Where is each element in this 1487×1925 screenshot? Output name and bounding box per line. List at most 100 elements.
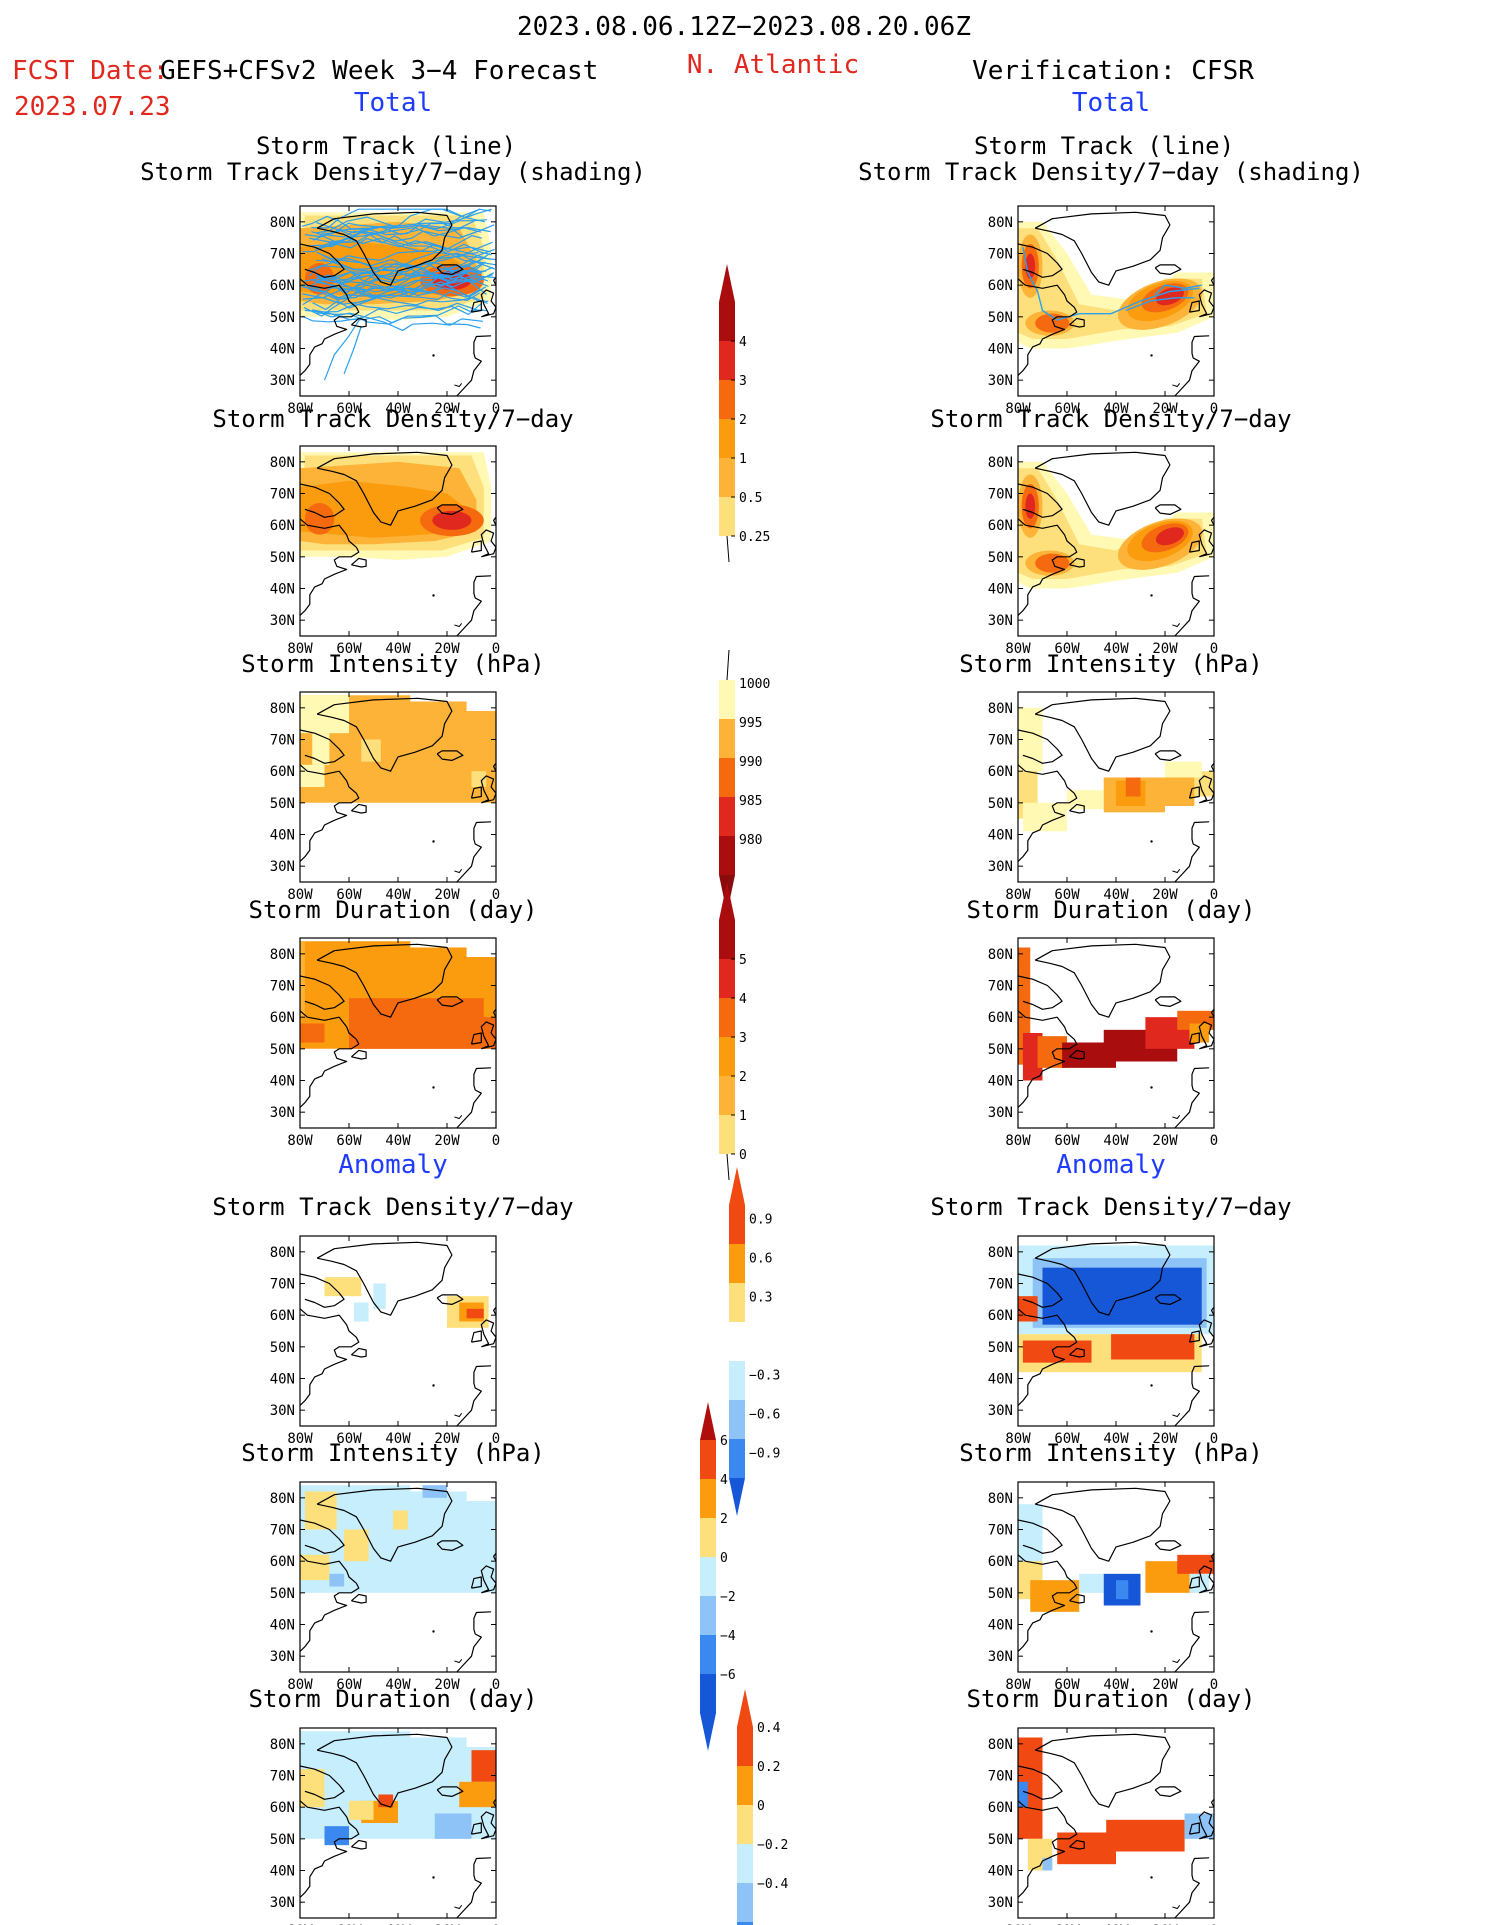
lat-tick-label: 60N bbox=[270, 1308, 295, 1324]
coastline bbox=[1174, 1365, 1210, 1427]
lon-tick-label: 60W bbox=[1054, 401, 1080, 417]
map-axes: 80N 70N 60N 50N 40N 30N 80W 60W 40W 20W 0 bbox=[988, 937, 1218, 1149]
lat-tick-label: 40N bbox=[270, 1864, 295, 1880]
coastline bbox=[1034, 211, 1171, 286]
track-line bbox=[319, 278, 488, 306]
colorbar-label: 1 bbox=[739, 1109, 747, 1124]
colorbar-label: 1 bbox=[739, 452, 747, 467]
lat-tick-label: 40N bbox=[270, 342, 295, 358]
grid-cell bbox=[1111, 1334, 1195, 1360]
coastline bbox=[456, 1365, 492, 1427]
track-line bbox=[321, 251, 496, 271]
colorbar-arrow-top bbox=[719, 882, 735, 920]
grid-cell bbox=[300, 1023, 325, 1043]
lat-tick-label: 70N bbox=[988, 487, 1013, 503]
colorbar-label: 980 bbox=[739, 833, 762, 848]
density-blob bbox=[304, 502, 335, 535]
canary-islands bbox=[1172, 1115, 1181, 1120]
azores-dot bbox=[432, 1384, 435, 1387]
lon-tick-label: 20W bbox=[1152, 1923, 1178, 1925]
grid-cell bbox=[1177, 1554, 1214, 1574]
grid-cell bbox=[1018, 1296, 1038, 1322]
lon-tick-label: 80W bbox=[287, 641, 313, 657]
azores-dot bbox=[1150, 354, 1153, 357]
colorbar-segment bbox=[719, 959, 735, 998]
colorbar-label: 3 bbox=[739, 374, 747, 389]
track-line bbox=[302, 227, 482, 253]
lon-tick-label: 0 bbox=[492, 887, 500, 903]
coastline bbox=[1198, 775, 1215, 804]
azores-dot bbox=[1150, 1630, 1153, 1633]
lon-tick-label: 40W bbox=[385, 887, 411, 903]
colorbar-segment bbox=[700, 1479, 716, 1518]
lon-tick-label: 80W bbox=[1005, 1923, 1031, 1925]
colorbar-segment bbox=[719, 302, 735, 341]
map-axes: 80N 70N 60N 50N 40N 30N 80W 60W 40W 20W 0 bbox=[988, 691, 1218, 903]
lon-tick-label: 40W bbox=[385, 1431, 411, 1447]
colorbar-segment bbox=[719, 836, 735, 875]
colorbar-segment bbox=[719, 719, 735, 758]
grid-cell bbox=[434, 1813, 472, 1839]
date-range-title: 2023.08.06.12Z−2023.08.20.06Z bbox=[517, 12, 971, 42]
lon-tick-label: 0 bbox=[1210, 401, 1218, 417]
lat-tick-label: 80N bbox=[988, 701, 1013, 717]
left-total-label: Total bbox=[353, 88, 433, 118]
lon-tick-label: 20W bbox=[434, 401, 460, 417]
lon-tick-label: 60W bbox=[1054, 641, 1080, 657]
colorbar-arrow-bottom bbox=[700, 1713, 716, 1751]
lat-tick-label: 50N bbox=[270, 1832, 295, 1848]
lat-tick-label: 70N bbox=[988, 1277, 1013, 1293]
lon-tick-label: 0 bbox=[492, 1133, 500, 1149]
coastline bbox=[470, 300, 482, 313]
azores-dot bbox=[432, 354, 435, 357]
lon-tick-label: 60W bbox=[1054, 1431, 1080, 1447]
colorbar-arrow-top bbox=[729, 1167, 745, 1205]
coastline bbox=[1188, 1576, 1200, 1589]
grid-cell bbox=[344, 1529, 369, 1562]
coastline bbox=[1154, 1786, 1182, 1798]
field-region bbox=[300, 1485, 496, 1593]
lon-tick-label: 60W bbox=[1054, 887, 1080, 903]
coastline bbox=[456, 1067, 492, 1129]
colorbar-segment bbox=[719, 341, 735, 380]
lat-tick-label: 50N bbox=[988, 796, 1013, 812]
grid-cell bbox=[459, 1781, 496, 1808]
grid-cell bbox=[483, 985, 496, 1018]
colorbar-intensity: 1000 995 990 985 980 bbox=[719, 649, 770, 913]
coastline bbox=[1188, 1032, 1200, 1045]
coastline bbox=[1034, 451, 1171, 526]
colorbar-segment bbox=[737, 1766, 753, 1805]
lon-tick-label: 40W bbox=[385, 401, 411, 417]
lat-tick-label: 80N bbox=[270, 1737, 295, 1753]
field bbox=[1018, 461, 1214, 589]
azores-dot bbox=[432, 1630, 435, 1633]
coastline bbox=[1069, 1839, 1085, 1850]
canary-islands bbox=[1172, 383, 1181, 388]
coastline bbox=[351, 1593, 367, 1604]
lat-tick-label: 80N bbox=[988, 1737, 1013, 1753]
colorbar-intensity-anom: 6 4 2 0 −2 −4 −6 bbox=[700, 1402, 736, 1751]
track-line bbox=[315, 271, 489, 297]
lat-tick-label: 30N bbox=[270, 1895, 295, 1911]
coastline bbox=[1034, 697, 1171, 772]
coastline bbox=[1154, 750, 1182, 762]
colorbar-segment bbox=[719, 458, 735, 497]
coastline bbox=[480, 529, 497, 558]
coastline bbox=[1017, 1554, 1078, 1652]
map-panel-density-anom-verification: 80N 70N 60N 50N 40N 30N 80W 60W 40W 20W 0 bbox=[988, 1235, 1218, 1447]
coastline bbox=[316, 451, 453, 526]
lon-tick-label: 80W bbox=[1005, 887, 1031, 903]
panel-title-duration-right: Storm Duration (day) bbox=[966, 896, 1256, 924]
lat-tick-label: 70N bbox=[988, 1769, 1013, 1785]
track-line bbox=[302, 276, 489, 299]
coastline bbox=[1069, 557, 1085, 568]
lon-tick-label: 40W bbox=[385, 1923, 411, 1925]
coastline bbox=[299, 1308, 360, 1406]
coastline bbox=[1154, 1540, 1182, 1552]
grid-cell bbox=[422, 1485, 447, 1498]
colorbar-label: 4 bbox=[739, 335, 747, 350]
verification-label: Verification: CFSR bbox=[972, 56, 1254, 86]
coastline bbox=[1034, 1241, 1171, 1316]
lon-tick-label: 20W bbox=[434, 1431, 460, 1447]
colorbar-arrow-bottom bbox=[726, 1153, 730, 1181]
